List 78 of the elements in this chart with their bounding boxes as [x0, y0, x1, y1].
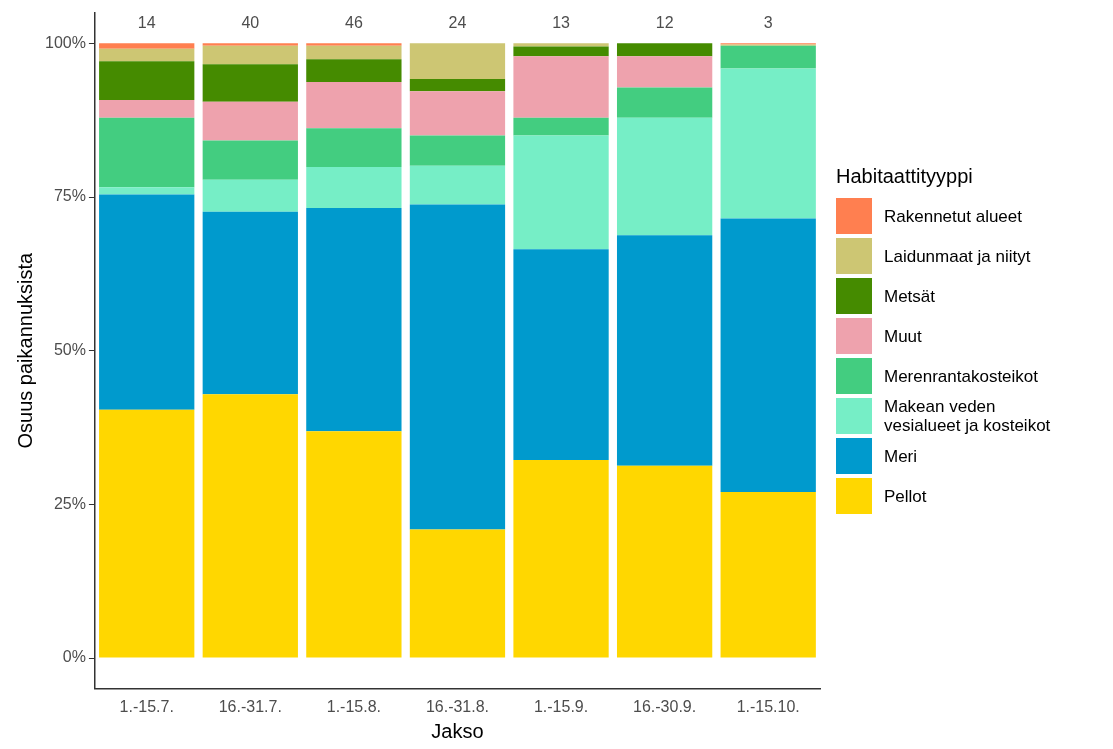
annotation: 40: [241, 14, 260, 32]
bar: [306, 45, 402, 60]
annotation: 13: [552, 14, 571, 32]
bar: [409, 204, 506, 530]
bar: [513, 56, 609, 118]
x-tick-label: 16.-30.9.: [633, 697, 697, 715]
bar: [513, 249, 609, 461]
x-tick-label: 1.-15.8.: [326, 697, 382, 715]
bar: [409, 165, 506, 205]
bar: [409, 529, 506, 658]
bar: [616, 56, 713, 88]
legend-label: Makean veden vesialueet ja kosteikot: [884, 397, 1051, 435]
annotation: 46: [344, 14, 363, 32]
bar: [202, 45, 298, 65]
y-tick-label: 50%: [53, 341, 86, 359]
y-tick-label: 0%: [62, 648, 86, 666]
bar: [616, 235, 713, 466]
annotation: 14: [137, 14, 156, 32]
legend-label: Muut: [884, 326, 922, 346]
bar: [99, 187, 195, 195]
bar: [306, 82, 402, 129]
bar: [513, 43, 609, 47]
bar: [202, 101, 298, 141]
y-tick-label: 25%: [53, 494, 86, 512]
bar: [720, 218, 816, 493]
bar: [202, 179, 298, 212]
bar: [99, 61, 195, 100]
bar: [513, 135, 609, 250]
y-tick-label: 100%: [45, 33, 86, 51]
bar: [99, 48, 195, 62]
bar: [513, 460, 609, 658]
bar: [202, 211, 298, 395]
bar: [513, 117, 609, 136]
bar: [202, 140, 298, 180]
x-tick-label: 16.-31.7.: [218, 697, 282, 715]
bar: [720, 45, 816, 69]
bar: [513, 46, 609, 57]
annotation: 3: [763, 14, 773, 32]
legend-label: Meri: [884, 446, 918, 466]
bar: [409, 91, 506, 136]
legend-label: Merenrantakosteikot: [884, 366, 1039, 386]
legend-label: Laidunmaat ja niityt: [884, 246, 1031, 266]
bar: [306, 59, 402, 83]
y-axis-title: Osuus paikannuksista: [13, 251, 36, 449]
bar: [306, 166, 402, 209]
bar: [99, 409, 195, 658]
bar: [409, 78, 506, 92]
bar: [99, 117, 195, 188]
annotation: 24: [448, 14, 467, 32]
bar: [616, 117, 713, 236]
bar: [616, 43, 713, 57]
bar: [99, 99, 195, 118]
bar: [202, 64, 298, 102]
bar: [720, 68, 816, 219]
x-tick-label: 16.-31.8.: [425, 697, 490, 715]
bar: [409, 135, 506, 166]
x-axis-title: Jakso: [431, 719, 484, 742]
x-tick-label: 1.-15.10.: [736, 697, 800, 715]
legend-title: Habitaattityyppi: [836, 165, 974, 188]
bar: [720, 492, 816, 658]
y-tick-label: 75%: [53, 187, 86, 205]
bar: [409, 43, 506, 79]
bar: [306, 128, 402, 167]
bar: [306, 431, 402, 658]
bar: [306, 208, 402, 432]
bar: [616, 87, 713, 118]
annotation: 12: [655, 14, 674, 32]
legend-label: Pellot: [884, 486, 927, 506]
legend-label: Metsät: [884, 286, 936, 306]
bar: [99, 43, 195, 49]
legend-label: Rakennetut alueet: [884, 206, 1022, 226]
bar: [306, 43, 402, 46]
bar: [99, 194, 195, 410]
bar: [202, 43, 298, 46]
x-tick-label: 1.-15.9.: [533, 697, 589, 715]
x-tick-label: 1.-15.7.: [119, 697, 174, 715]
bar: [616, 465, 713, 658]
bar: [202, 394, 298, 658]
